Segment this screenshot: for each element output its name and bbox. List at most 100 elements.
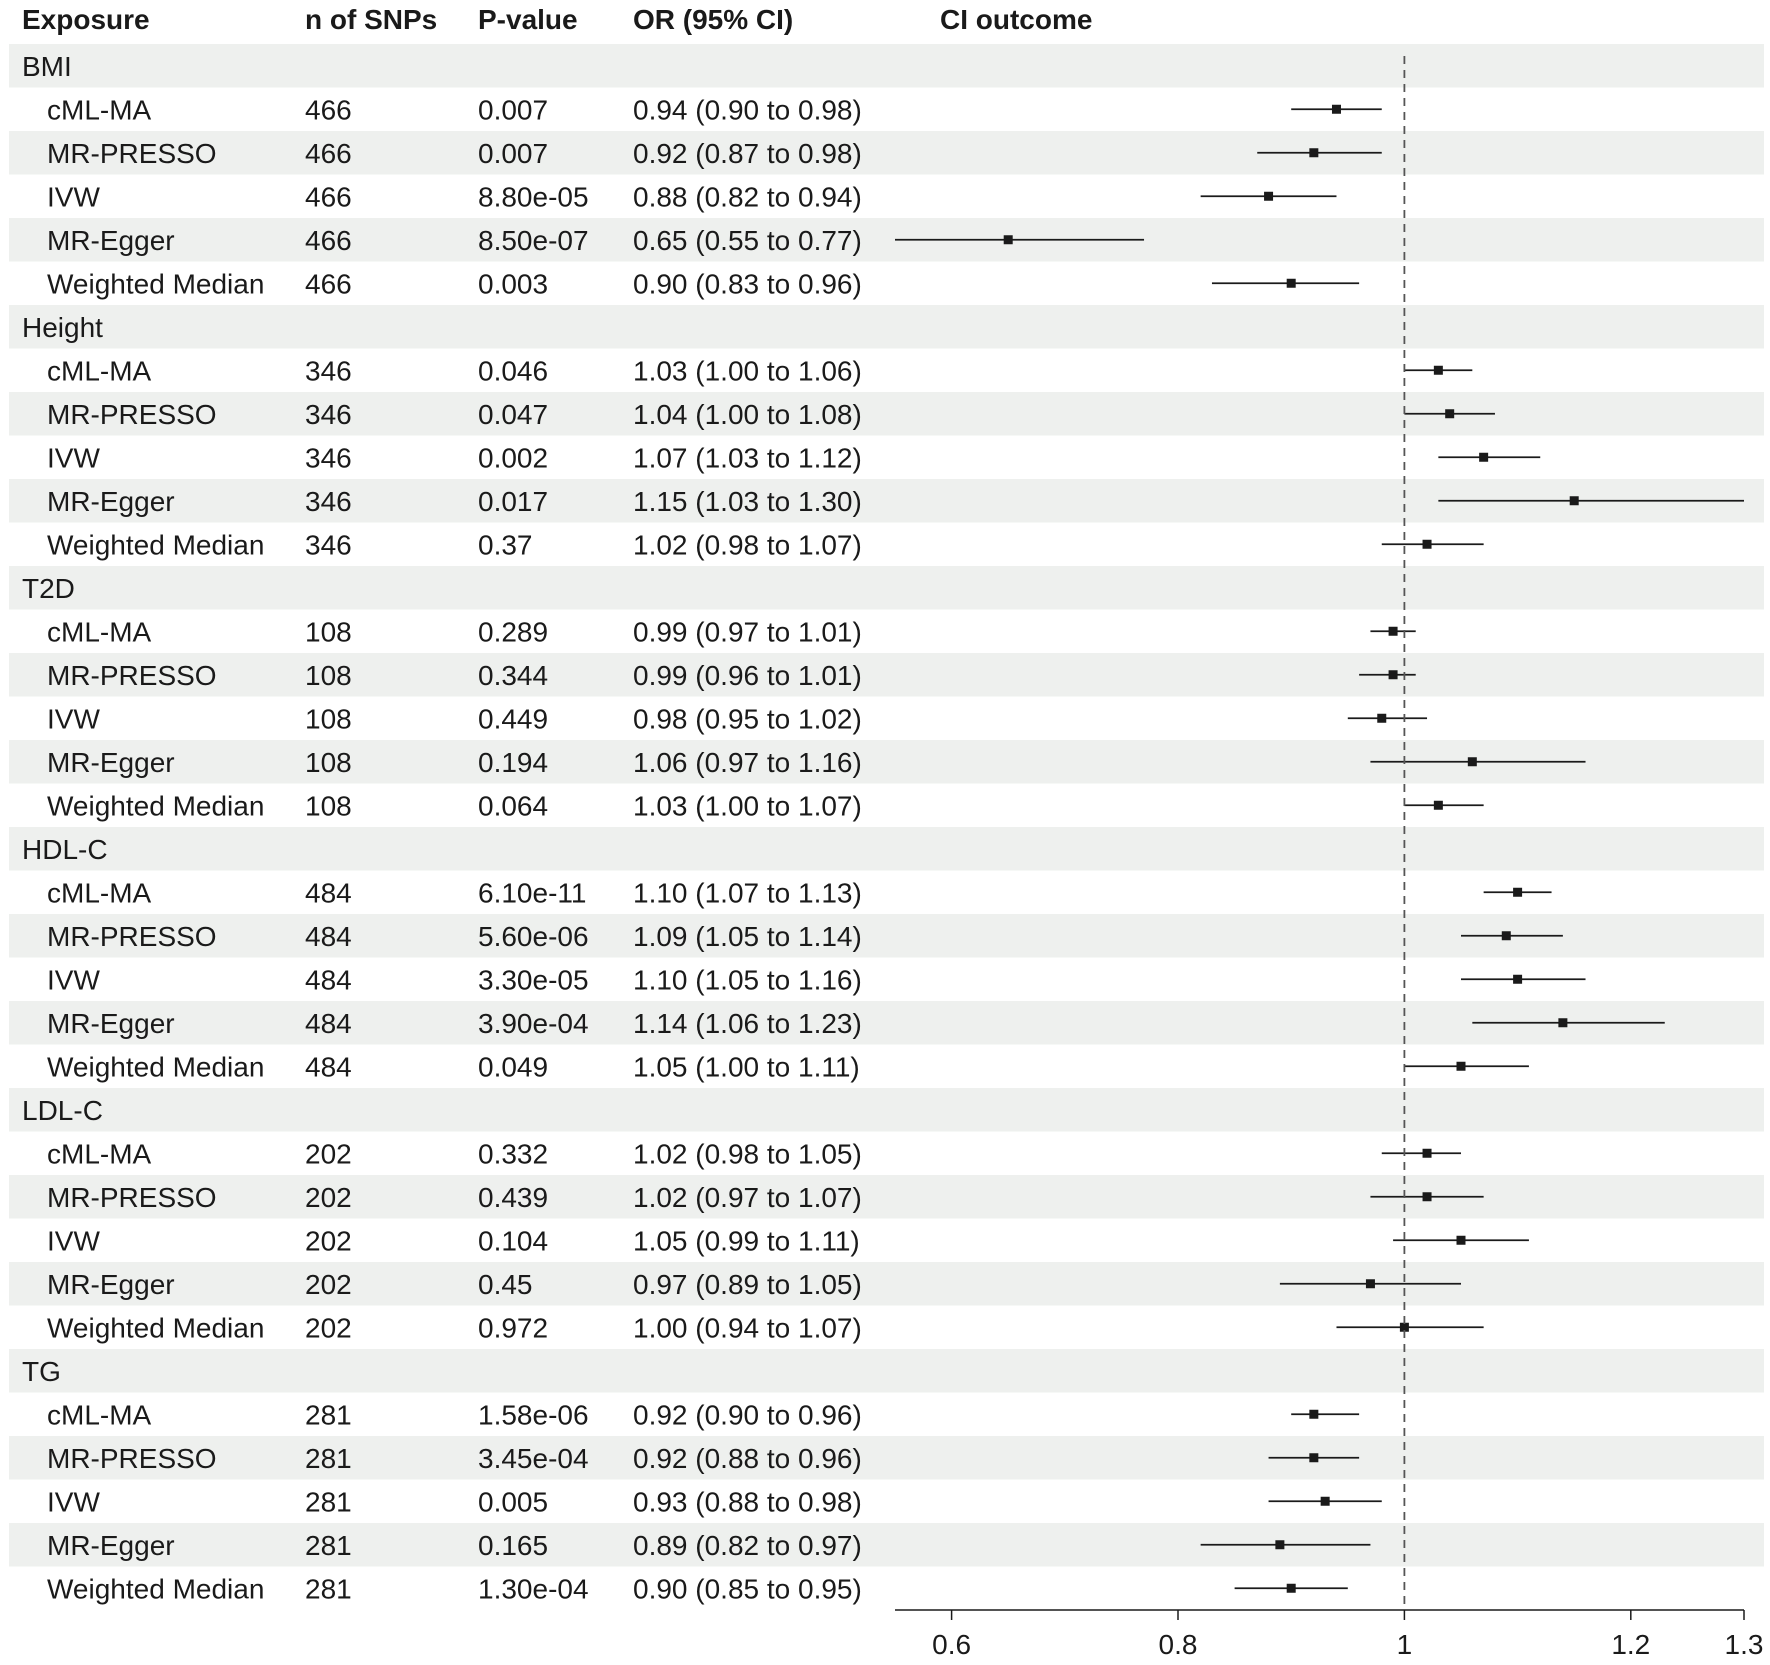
or-ci-value: 0.99 (0.97 to 1.01) [633, 616, 862, 647]
n-snps-value: 281 [305, 1573, 352, 1604]
method-label: MR-Egger [47, 1530, 175, 1561]
or-ci-value: 1.10 (1.05 to 1.16) [633, 964, 862, 995]
n-snps-value: 108 [305, 790, 352, 821]
point-estimate [1445, 409, 1455, 419]
row-band [9, 218, 1764, 262]
or-ci-value: 0.65 (0.55 to 0.77) [633, 225, 862, 256]
pvalue-value: 0.104 [478, 1225, 548, 1256]
pvalue-value: 8.80e-05 [478, 181, 589, 212]
point-estimate [1377, 713, 1387, 723]
or-ci-value: 0.98 (0.95 to 1.02) [633, 703, 862, 734]
pvalue-value: 3.45e-04 [478, 1443, 589, 1474]
or-ci-value: 1.10 (1.07 to 1.13) [633, 877, 862, 908]
method-label: Weighted Median [47, 268, 264, 299]
pvalue-value: 0.165 [478, 1530, 548, 1561]
point-estimate [1433, 800, 1443, 810]
method-label: MR-PRESSO [47, 921, 217, 952]
method-label: MR-PRESSO [47, 1182, 217, 1213]
or-ci-value: 0.97 (0.89 to 1.05) [633, 1269, 862, 1300]
method-label: IVW [47, 442, 100, 473]
or-ci-value: 1.03 (1.00 to 1.06) [633, 355, 862, 386]
or-ci-value: 1.15 (1.03 to 1.30) [633, 486, 862, 517]
n-snps-value: 484 [305, 1008, 352, 1039]
method-label: IVW [47, 181, 100, 212]
method-label: Weighted Median [47, 1573, 264, 1604]
n-snps-value: 202 [305, 1312, 352, 1343]
point-estimate [1513, 887, 1523, 897]
point-estimate [1422, 539, 1432, 549]
header-n-snps: n of SNPs [305, 4, 437, 35]
point-estimate [1264, 191, 1274, 201]
x-tick-label: 0.6 [932, 1629, 971, 1660]
method-label: cML-MA [47, 877, 152, 908]
or-ci-value: 0.92 (0.90 to 0.96) [633, 1399, 862, 1430]
method-label: cML-MA [47, 355, 152, 386]
point-estimate [1569, 496, 1579, 506]
point-estimate [1456, 1235, 1466, 1245]
or-ci-value: 1.05 (0.99 to 1.11) [633, 1225, 860, 1256]
method-label: MR-Egger [47, 747, 175, 778]
n-snps-value: 466 [305, 138, 352, 169]
header-ci-outcome: CI outcome [940, 4, 1092, 35]
method-label: cML-MA [47, 1138, 152, 1169]
n-snps-value: 108 [305, 616, 352, 647]
method-label: MR-PRESSO [47, 660, 217, 691]
or-ci-value: 0.89 (0.82 to 0.97) [633, 1530, 862, 1561]
n-snps-value: 108 [305, 703, 352, 734]
point-estimate [1286, 1583, 1296, 1593]
method-label: Weighted Median [47, 1051, 264, 1082]
n-snps-value: 202 [305, 1269, 352, 1300]
pvalue-value: 3.30e-05 [478, 964, 589, 995]
n-snps-value: 484 [305, 1051, 352, 1082]
or-ci-value: 1.09 (1.05 to 1.14) [633, 921, 862, 952]
point-estimate [1320, 1496, 1330, 1506]
n-snps-value: 202 [305, 1138, 352, 1169]
method-label: cML-MA [47, 616, 152, 647]
method-label: cML-MA [47, 1399, 152, 1430]
point-estimate [1388, 670, 1398, 680]
point-estimate [1513, 974, 1523, 984]
x-tick-label: 1.2 [1611, 1629, 1650, 1660]
pvalue-value: 0.046 [478, 355, 548, 386]
or-ci-value: 1.06 (0.97 to 1.16) [633, 747, 862, 778]
point-estimate [1331, 104, 1341, 114]
or-ci-value: 1.02 (0.98 to 1.07) [633, 529, 862, 560]
point-estimate [1309, 1409, 1319, 1419]
n-snps-value: 346 [305, 529, 352, 560]
pvalue-value: 0.344 [478, 660, 548, 691]
x-tick-label: 1.3 [1725, 1629, 1764, 1660]
row-band [9, 305, 1764, 349]
method-label: Weighted Median [47, 529, 264, 560]
row-band [9, 1001, 1764, 1045]
pvalue-value: 0.449 [478, 703, 548, 734]
header-or-ci: OR (95% CI) [633, 4, 793, 35]
pvalue-value: 0.439 [478, 1182, 548, 1213]
point-estimate [1433, 365, 1443, 375]
pvalue-value: 0.194 [478, 747, 548, 778]
point-estimate [1456, 1061, 1466, 1071]
n-snps-value: 281 [305, 1443, 352, 1474]
point-estimate [1003, 235, 1013, 245]
or-ci-value: 1.00 (0.94 to 1.07) [633, 1312, 862, 1343]
row-band [9, 1523, 1764, 1567]
or-ci-value: 0.88 (0.82 to 0.94) [633, 181, 862, 212]
or-ci-value: 1.05 (1.00 to 1.11) [633, 1051, 860, 1082]
point-estimate [1422, 1192, 1432, 1202]
x-tick-label: 0.8 [1159, 1629, 1198, 1660]
point-estimate [1365, 1279, 1375, 1289]
row-band [9, 1349, 1764, 1393]
row-band [9, 44, 1764, 88]
n-snps-value: 346 [305, 355, 352, 386]
n-snps-value: 346 [305, 442, 352, 473]
header-pvalue: P-value [478, 4, 578, 35]
pvalue-value: 0.45 [478, 1269, 533, 1300]
header-row: Exposure n of SNPs P-value OR (95% CI) C… [22, 4, 1092, 35]
method-label: MR-PRESSO [47, 399, 217, 430]
pvalue-value: 0.047 [478, 399, 548, 430]
pvalue-value: 6.10e-11 [478, 877, 586, 908]
pvalue-value: 0.007 [478, 94, 548, 125]
pvalue-value: 0.007 [478, 138, 548, 169]
method-label: IVW [47, 964, 100, 995]
point-estimate [1558, 1018, 1568, 1028]
